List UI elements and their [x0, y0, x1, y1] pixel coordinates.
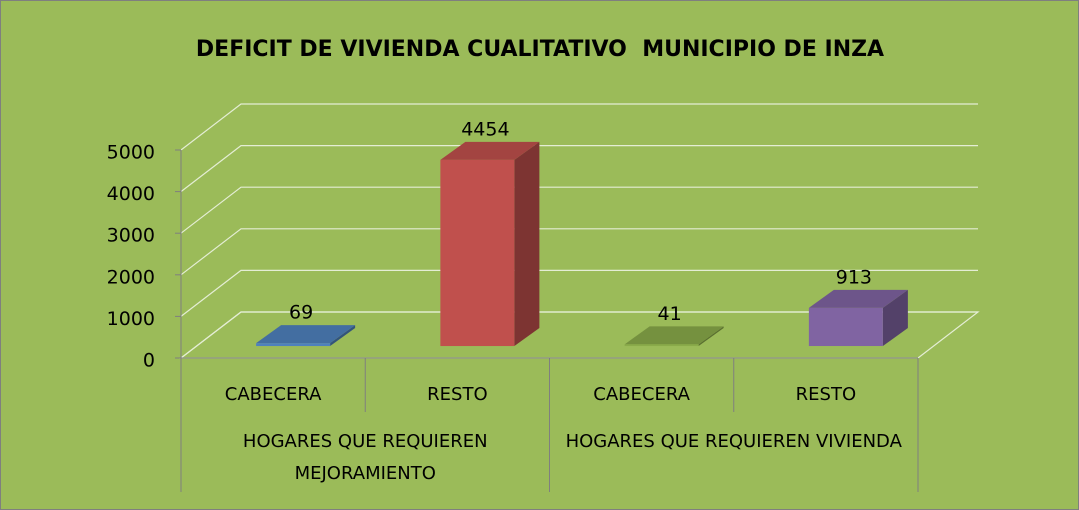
y-tick-label: 5000 — [107, 142, 155, 164]
chart-title: DEFICIT DE VIVIENDA CUALITATIVO MUNICIPI… — [196, 37, 884, 62]
y-tick-label: 3000 — [107, 225, 155, 247]
grid-line — [180, 145, 978, 193]
bar — [440, 159, 515, 347]
bar-top — [256, 325, 356, 344]
group-label: HOGARES QUE REQUIEREN MEJORAMIENTO — [242, 431, 488, 484]
grid-line — [180, 103, 978, 151]
grid-line — [180, 186, 978, 234]
y-tick-label: 2000 — [107, 266, 155, 288]
x-tick-label: RESTO — [427, 384, 487, 405]
group-label-box: HOGARES QUE REQUIEREN VIVIENDA — [565, 431, 902, 452]
y-tick-label: 0 — [143, 350, 155, 372]
grid-line — [180, 228, 978, 276]
grid-line — [180, 311, 978, 359]
bar-top — [808, 289, 908, 308]
bar — [256, 343, 331, 347]
x-tick-label: CABECERA — [225, 384, 322, 405]
group-label-box: HOGARES QUE REQUIEREN MEJORAMIENTO — [242, 431, 488, 484]
grid-line — [180, 269, 978, 317]
group-label: HOGARES QUE REQUIEREN VIVIENDA — [565, 431, 902, 452]
bar-side — [698, 326, 724, 347]
bar — [624, 344, 699, 347]
bar-side — [882, 289, 908, 347]
bar — [808, 307, 883, 347]
data-label: 913 — [836, 266, 872, 288]
y-tick-label: 4000 — [107, 183, 155, 205]
y-tick-label: 1000 — [107, 308, 155, 330]
bar-top — [440, 141, 540, 160]
bar-side — [330, 325, 356, 347]
x-tick-label: RESTO — [796, 384, 856, 405]
data-label: 41 — [658, 303, 682, 325]
bar-top — [624, 326, 724, 345]
x-tick-label: CABECERA — [593, 384, 690, 405]
data-label: 4454 — [461, 118, 509, 140]
bar-side — [514, 141, 540, 347]
data-label: 69 — [289, 302, 313, 324]
